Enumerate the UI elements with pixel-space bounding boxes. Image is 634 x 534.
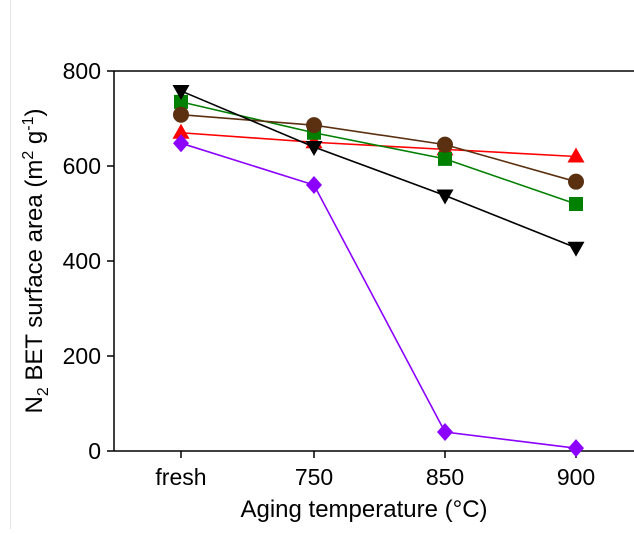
axis-labels: 0 200 400 600 800 fresh 750 850 900 Aging tempera…	[20, 58, 595, 523]
x-tick-label: 900	[557, 464, 595, 490]
square-marker	[438, 151, 452, 166]
circle-marker	[306, 117, 322, 134]
y-tick-label: 800	[63, 58, 101, 84]
diamond-marker	[173, 134, 189, 153]
series-lines	[180, 90, 577, 449]
circle-marker	[173, 106, 189, 123]
diamond-marker	[568, 439, 584, 458]
triangle-down-marker	[436, 189, 454, 205]
diamond-marker	[437, 423, 453, 441]
triangle-down-marker	[305, 141, 323, 156]
triangle-down-marker	[567, 241, 585, 257]
circle-marker	[437, 136, 453, 153]
diamond-marker	[306, 176, 322, 194]
x-axis-title: Aging temperature (°C)	[240, 496, 487, 523]
y-tick-label: 400	[63, 248, 101, 274]
series-line-circle	[180, 113, 577, 183]
triangle-up-marker	[172, 123, 190, 139]
x-tick-label: fresh	[155, 464, 206, 490]
square-marker	[569, 197, 583, 211]
series-line-diamond	[180, 142, 577, 449]
series-markers	[172, 84, 585, 458]
triangle-up-marker	[567, 147, 585, 163]
x-tick-label: 850	[426, 464, 464, 490]
series-line-triangle-up	[180, 131, 577, 158]
left-divider	[10, 0, 11, 529]
series-line-triangle-down	[180, 90, 577, 249]
y-tick-label: 600	[63, 153, 101, 179]
circle-marker	[568, 173, 584, 190]
y-axis-title: N2 BET surface area (m2 g-1)	[20, 108, 52, 413]
x-tick-label: 750	[295, 464, 333, 490]
triangle-down-marker	[172, 84, 190, 100]
axes	[107, 70, 634, 458]
square-marker	[174, 94, 188, 109]
y-tick-label: 0	[88, 438, 101, 464]
y-tick-label: 200	[63, 343, 101, 369]
series-line-square	[180, 101, 577, 205]
